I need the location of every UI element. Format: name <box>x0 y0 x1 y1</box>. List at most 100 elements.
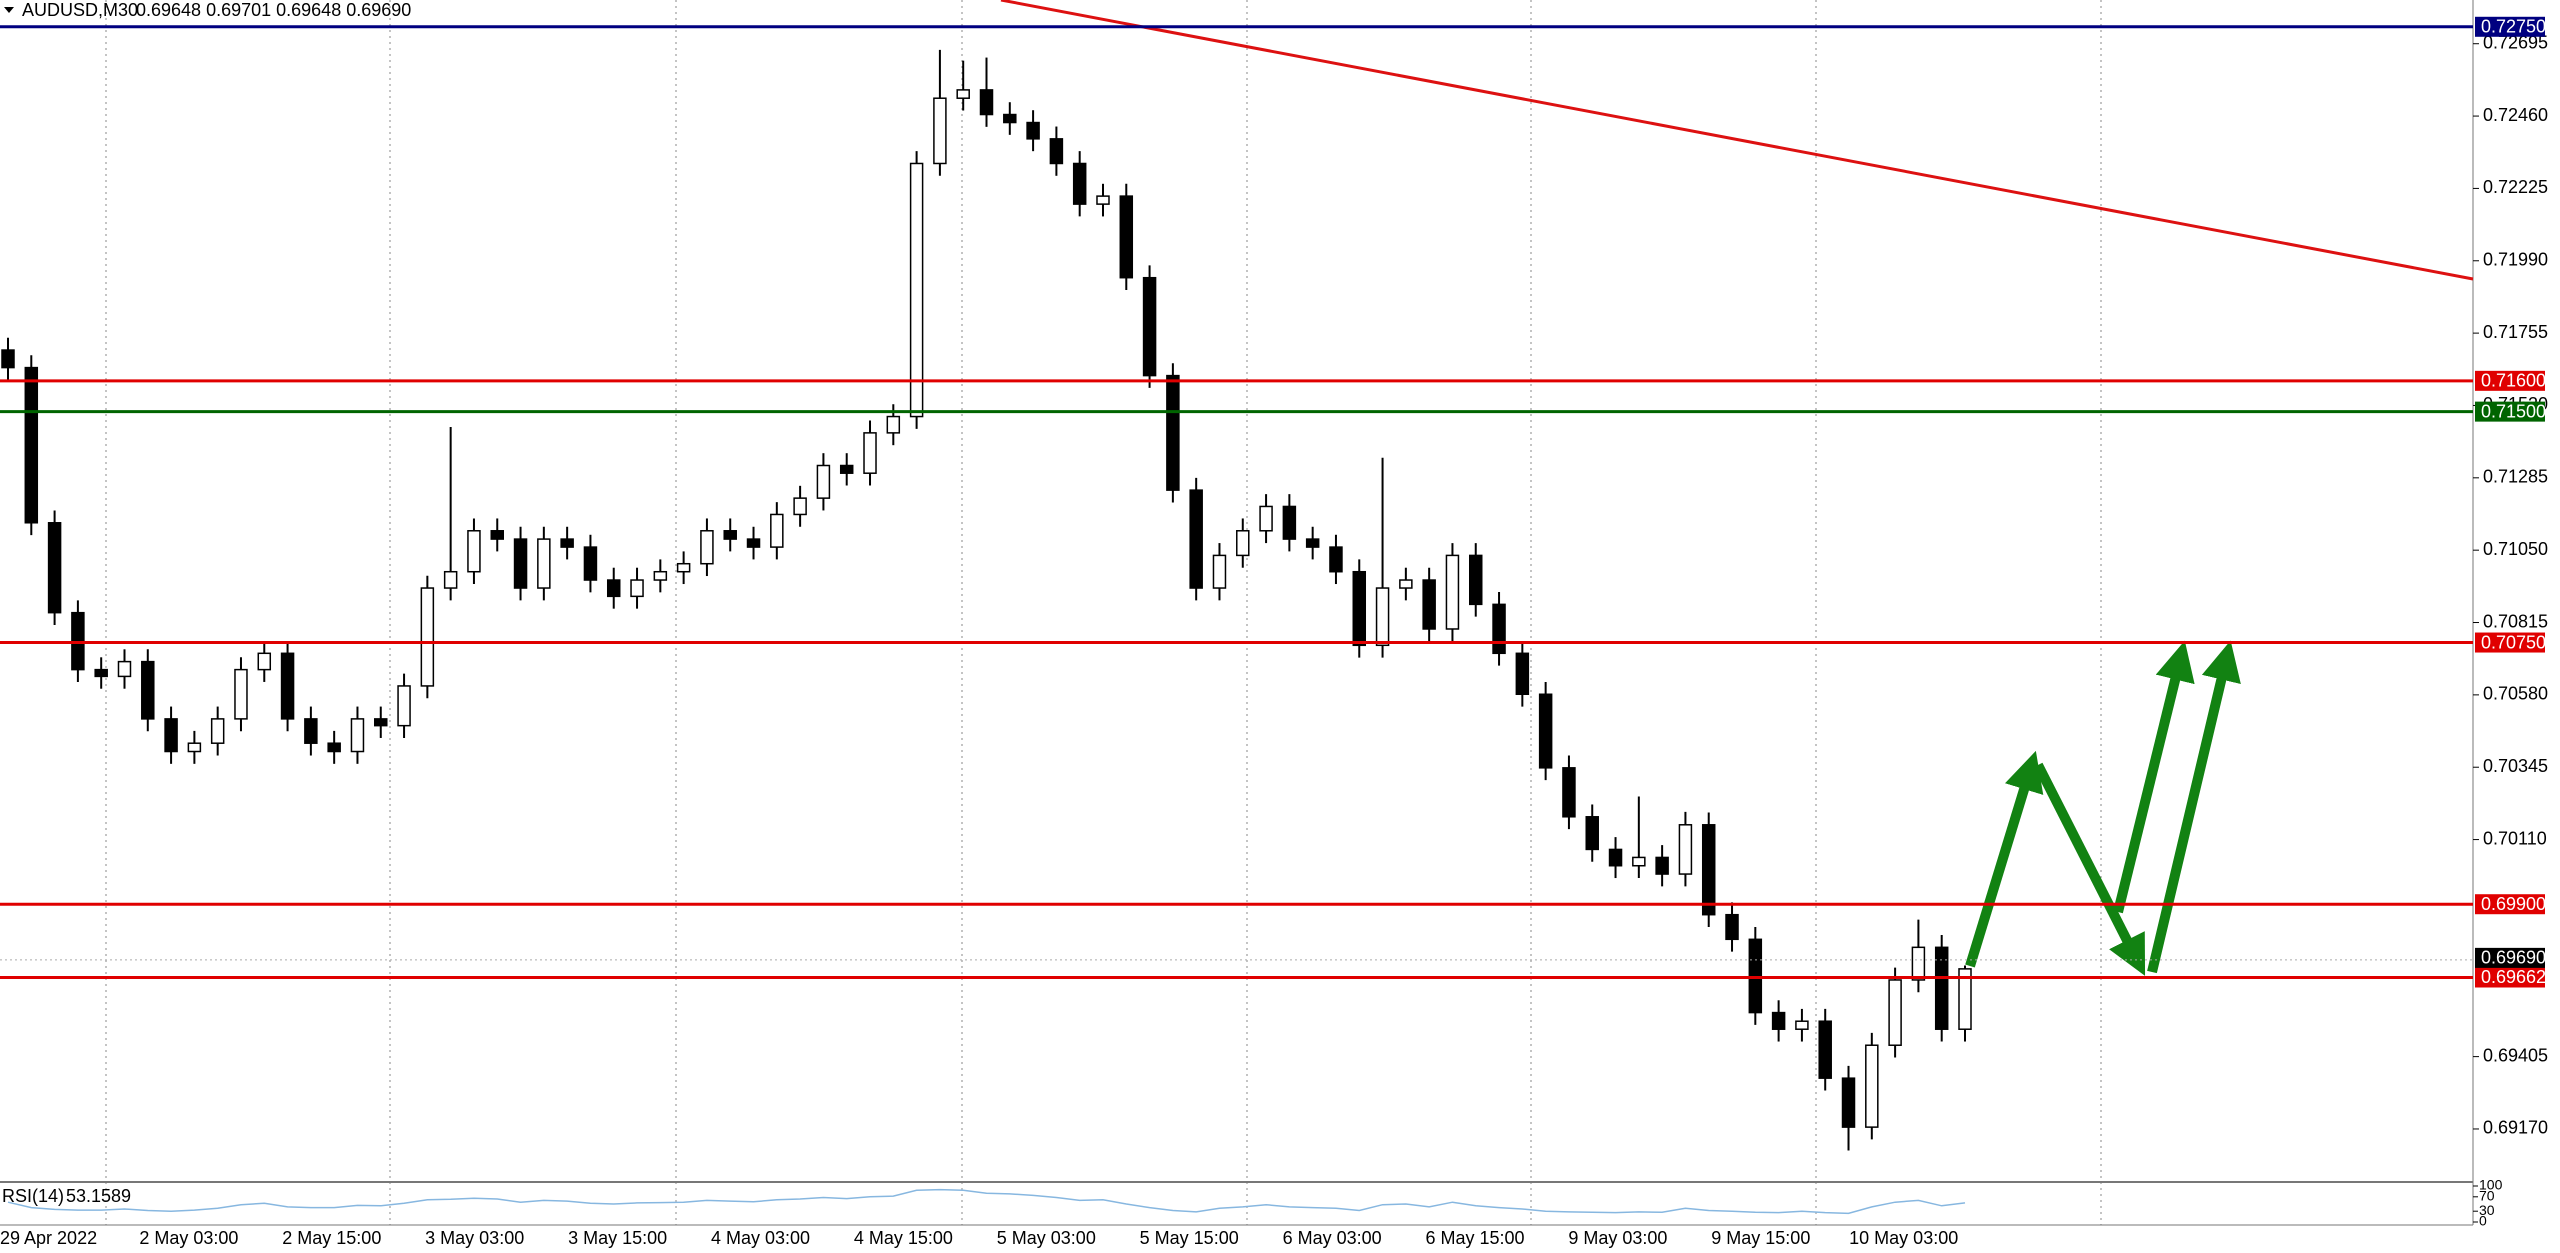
candle-body <box>1096 195 1110 205</box>
candle-body <box>1725 913 1739 941</box>
level-label-box <box>2475 370 2545 391</box>
candle-body <box>1003 113 1017 124</box>
y-tick-label: 0.70815 <box>2483 611 2548 631</box>
x-tick-label: 10 May 03:00 <box>1849 1228 1958 1248</box>
candle-body <box>1585 816 1599 851</box>
y-tick-label: 0.70580 <box>2483 684 2548 704</box>
candle-body <box>141 660 155 720</box>
candle-body <box>234 668 248 720</box>
candle-body <box>746 538 761 548</box>
level-label: 0.69662 <box>2481 967 2546 987</box>
level-label-box <box>2475 894 2545 915</box>
candle-body <box>537 538 551 589</box>
candle-body <box>1329 546 1343 573</box>
candle-body <box>164 718 178 753</box>
candle-body <box>94 668 108 678</box>
candle-body <box>1142 276 1157 377</box>
x-tick-label: 5 May 03:00 <box>997 1228 1096 1248</box>
candle-body <box>1515 652 1530 696</box>
candle-body <box>1259 505 1273 532</box>
candle-body <box>1538 693 1553 769</box>
candle-body <box>210 718 225 744</box>
y-tick-label: 0.69170 <box>2483 1118 2548 1138</box>
candle-body <box>117 660 132 678</box>
candle-body <box>653 570 668 581</box>
candle-body <box>700 530 714 565</box>
candle-body <box>1678 824 1693 875</box>
candle-body <box>257 652 272 671</box>
rsi-tick-label: 30 <box>2479 1202 2495 1218</box>
candle-body <box>956 89 970 99</box>
arrow-up <box>2147 640 2241 974</box>
candle-body <box>350 718 365 753</box>
arrow-down <box>2033 762 2146 976</box>
y-tick-label: 0.70345 <box>2483 756 2548 776</box>
candle-body <box>1469 554 1483 606</box>
candle-body <box>47 522 62 614</box>
candle-body <box>1282 505 1297 540</box>
arrow-up <box>1965 750 2044 968</box>
symbol-title: AUDUSD,M30 <box>22 0 138 20</box>
level-label: 0.70750 <box>2481 632 2546 652</box>
y-tick-label: 0.72460 <box>2483 105 2548 125</box>
candle-body <box>1212 554 1227 589</box>
candle-body <box>933 97 947 165</box>
candle-body <box>1305 538 1320 548</box>
candle-body <box>1445 554 1460 630</box>
x-tick-label: 4 May 15:00 <box>854 1228 953 1248</box>
candle-body <box>280 652 295 720</box>
candle-body <box>770 513 784 548</box>
x-tick-label: 5 May 15:00 <box>1140 1228 1239 1248</box>
x-tick-label: 2 May 03:00 <box>139 1228 238 1248</box>
candle-body <box>397 685 411 727</box>
x-tick-label: 9 May 15:00 <box>1711 1228 1810 1248</box>
x-tick-label: 3 May 15:00 <box>568 1228 667 1248</box>
candle-body <box>24 366 39 524</box>
header-icon <box>4 7 14 13</box>
candle-body <box>420 587 435 687</box>
rsi-tick-label: 70 <box>2479 1188 2495 1204</box>
level-label-box <box>2475 16 2545 37</box>
candle-body <box>490 530 504 540</box>
candle-body <box>839 464 854 474</box>
candle-body <box>886 415 901 434</box>
candle-body <box>1934 946 1949 1030</box>
candle-body <box>374 718 388 727</box>
current-price-label: 0.69690 <box>2481 948 2546 968</box>
level-label: 0.72750 <box>2481 17 2546 37</box>
candle-body <box>1632 856 1646 867</box>
candle-body <box>1562 767 1576 818</box>
candle-body <box>1352 570 1367 647</box>
candle-body <box>1818 1020 1832 1079</box>
candle-body <box>583 546 598 581</box>
candle-body <box>1236 530 1250 557</box>
candle-body <box>676 562 691 573</box>
x-tick-label: 4 May 03:00 <box>711 1228 810 1248</box>
candle-body <box>909 162 924 418</box>
header-ohlc: 0.69648 0.69701 0.69648 0.69690 <box>136 0 411 20</box>
candle-body <box>1795 1020 1809 1030</box>
x-tick-label: 2 May 15:00 <box>282 1228 381 1248</box>
candle-body <box>1166 374 1180 491</box>
rsi-tick-label: 100 <box>2479 1177 2503 1193</box>
candle-body <box>630 579 644 598</box>
x-tick-label: 9 May 03:00 <box>1568 1228 1667 1248</box>
x-tick-label: 3 May 03:00 <box>425 1228 524 1248</box>
y-tick-label: 0.70110 <box>2483 828 2547 848</box>
candle-body <box>1748 938 1763 1014</box>
trend-line <box>1000 0 2474 281</box>
candle-body <box>1399 579 1413 589</box>
candle-body <box>467 530 481 573</box>
candle-body <box>723 530 737 540</box>
arrow-up <box>2113 640 2195 914</box>
candle-body <box>1072 162 1087 205</box>
candle-body <box>327 742 341 753</box>
candle-body <box>863 432 877 474</box>
candle-body <box>1 349 15 369</box>
candle-body <box>1492 603 1506 655</box>
candle-body <box>1701 824 1716 916</box>
y-tick-label: 0.71050 <box>2483 539 2548 559</box>
candle-body <box>513 538 528 589</box>
level-label: 0.71500 <box>2481 401 2546 421</box>
